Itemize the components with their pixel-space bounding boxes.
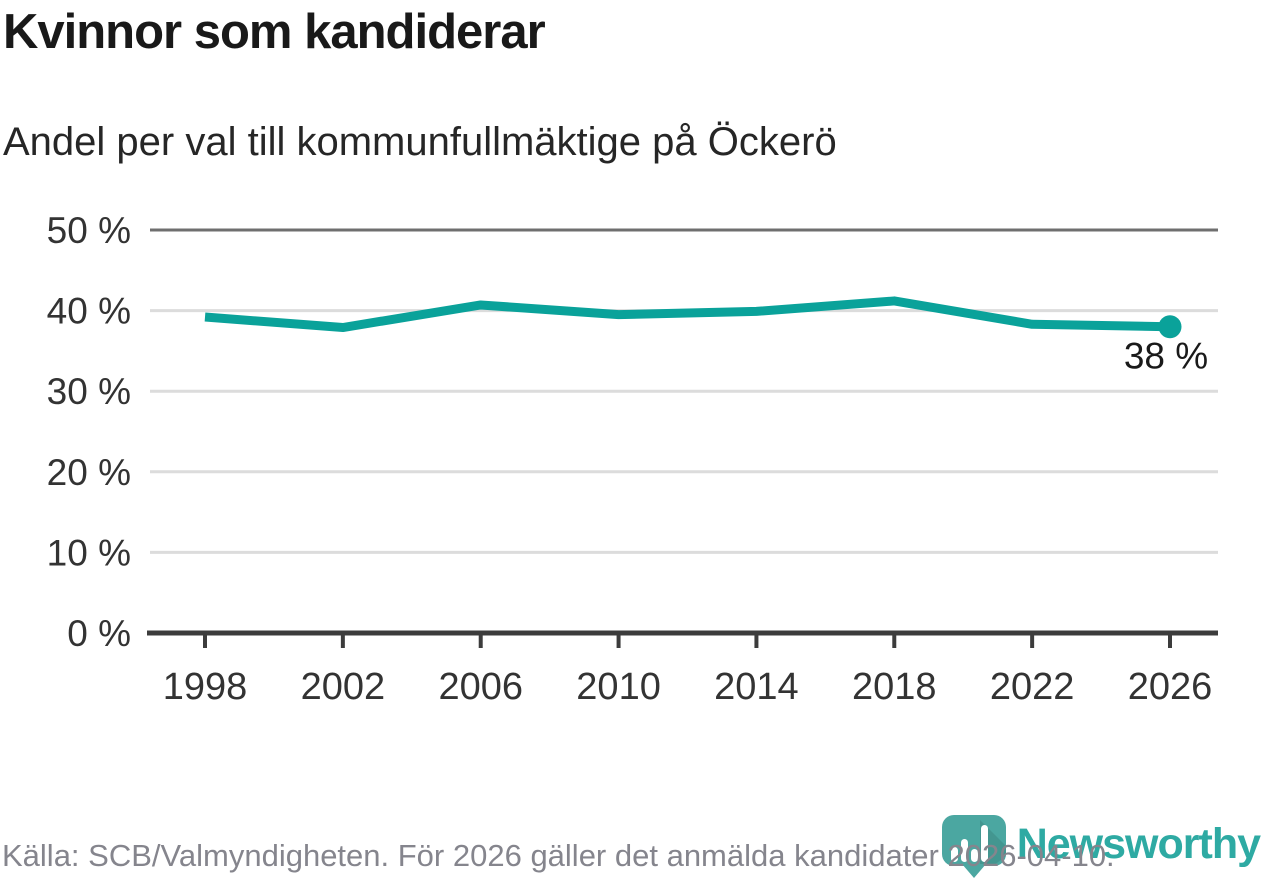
logo-bar-2 [960, 839, 968, 862]
logo-bar-3 [970, 849, 978, 862]
chart-title: Kvinnor som kandiderar [3, 5, 546, 59]
end-value-label: 38 % [1124, 336, 1208, 377]
x-tick-label: 1998 [163, 666, 248, 708]
y-tick-label: 10 % [47, 532, 131, 573]
line-chart: 0 % 10 % 20 % 30 % 40 % 50 % 1998 2002 2006 2010 2… [47, 210, 1218, 708]
y-tick-label: 30 % [47, 371, 131, 412]
x-tick-label: 2010 [576, 666, 661, 708]
end-point-marker [1158, 315, 1182, 339]
logo-bar-4 [980, 825, 988, 862]
y-tick-label: 0 % [67, 613, 131, 654]
source-note: Källa: SCB/Valmyndigheten. För 2026 gäll… [2, 838, 1115, 873]
x-tick-label: 2018 [852, 666, 937, 708]
y-tick-label: 50 % [47, 210, 131, 251]
x-tick-label: 2006 [438, 666, 523, 708]
newsworthy-logo-icon [941, 815, 1006, 878]
data-line [204, 296, 1171, 333]
x-tick-label: 2022 [990, 666, 1075, 708]
y-tick-label: 40 % [47, 291, 131, 332]
logo-bar-1 [950, 847, 958, 862]
x-tick-label: 2014 [714, 666, 799, 708]
chart-subtitle: Andel per val till kommunfullmäktige på … [3, 120, 837, 164]
x-tick-label: 2026 [1128, 666, 1213, 708]
newsworthy-wordmark: Newsworthy [1016, 820, 1261, 868]
x-tick-label: 2002 [301, 666, 386, 708]
y-tick-label: 20 % [47, 452, 131, 493]
newsworthy-logo: Newsworthy [939, 812, 1261, 878]
logo-pin-tail [961, 864, 986, 878]
